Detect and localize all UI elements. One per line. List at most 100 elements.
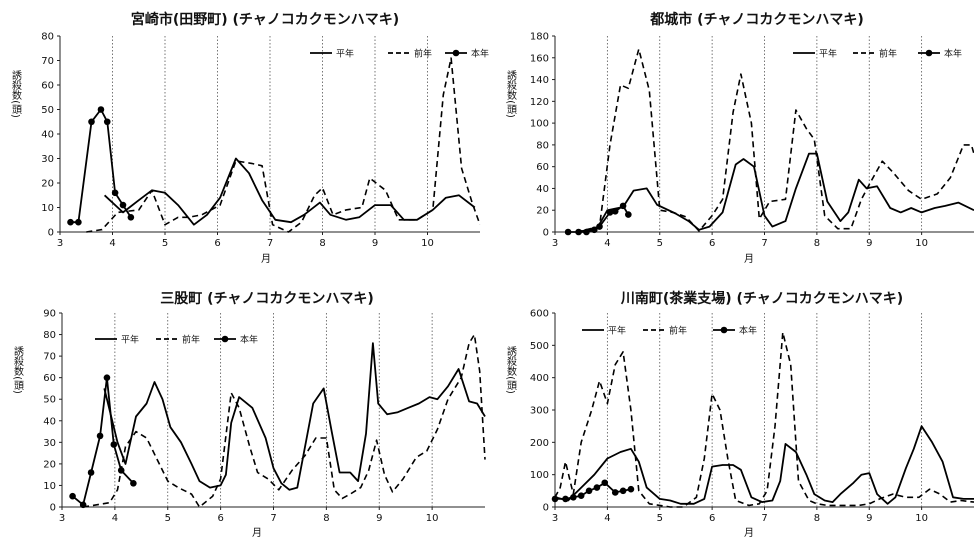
series-point (128, 214, 135, 221)
y-tick-label: 50 (43, 395, 56, 406)
y-tick-label: 300 (530, 406, 549, 417)
y-tick-label: 180 (530, 32, 549, 43)
x-tick-label: 10 (915, 513, 928, 524)
x-tick-label: 7 (267, 238, 273, 249)
series-point (612, 489, 619, 496)
series-point (596, 223, 603, 230)
x-tick-label: 6 (217, 513, 223, 524)
y-tick-label: 10 (41, 203, 54, 214)
y-tick-label: 120 (530, 97, 549, 108)
x-tick-label: 4 (112, 513, 118, 524)
x-tick-label: 8 (323, 513, 329, 524)
y-tick-label: 0 (50, 503, 56, 514)
y-tick-label: 20 (536, 206, 549, 217)
x-tick-label: 7 (761, 513, 767, 524)
x-tick-label: 5 (162, 238, 168, 249)
series-point (97, 433, 104, 440)
y-tick-label: 20 (43, 459, 56, 470)
y-tick-label: 80 (43, 330, 56, 341)
y-tick-label: 500 (530, 341, 549, 352)
x-tick-label: 9 (866, 513, 872, 524)
series-line-0 (105, 159, 475, 225)
series-point (562, 496, 569, 503)
series-point (88, 469, 95, 476)
series-point (583, 229, 590, 236)
legend-label: 本年 (471, 48, 489, 60)
series-point (594, 484, 601, 491)
legend-label: 本年 (240, 334, 258, 346)
series-point (575, 229, 582, 236)
series-point (612, 208, 619, 215)
x-tick-label: 10 (421, 238, 434, 249)
y-tick-label: 0 (543, 228, 549, 239)
y-tick-label: 400 (530, 373, 549, 384)
x-tick-label: 4 (109, 238, 115, 249)
x-tick-label: 6 (214, 238, 220, 249)
y-axis-label: 誘殺数(頭) (10, 69, 22, 118)
y-tick-label: 160 (530, 53, 549, 64)
legend-label: 前年 (879, 48, 897, 60)
y-tick-label: 60 (43, 373, 56, 384)
x-axis-label: 月 (261, 253, 271, 265)
legend-marker (926, 50, 933, 57)
y-tick-label: 70 (41, 56, 54, 67)
x-tick-label: 3 (552, 238, 558, 249)
legend-label: 平年 (336, 48, 354, 60)
series-point (98, 106, 105, 113)
series-line-1 (86, 58, 480, 232)
y-tick-label: 50 (41, 105, 54, 116)
legend-label: 本年 (739, 325, 757, 337)
x-tick-label: 3 (57, 238, 63, 249)
series-point (625, 211, 632, 218)
series-point (601, 479, 608, 486)
y-tick-label: 80 (41, 32, 54, 43)
x-tick-label: 8 (814, 513, 820, 524)
chart-title: 川南町(茶業支場) (チャノコカクモンハマキ) (620, 290, 903, 307)
y-tick-label: 0 (543, 503, 549, 514)
series-point (67, 219, 74, 226)
series-point (80, 502, 87, 509)
chart-panel-0: 宮崎市(田野町) (チャノコカクモンハマキ)010203040506070803… (10, 11, 490, 265)
legend-marker (453, 50, 460, 57)
y-tick-label: 70 (43, 352, 56, 363)
x-axis-label: 月 (252, 527, 262, 539)
y-tick-label: 40 (41, 130, 54, 141)
y-tick-label: 40 (536, 184, 549, 195)
chart-panel-3: 川南町(茶業支場) (チャノコカクモンハマキ)01002003004005006… (505, 290, 974, 539)
x-tick-label: 8 (814, 238, 820, 249)
series-point (75, 219, 82, 226)
y-tick-label: 140 (530, 75, 549, 86)
chart-title: 宮崎市(田野町) (チャノコカクモンハマキ) (131, 11, 399, 28)
y-tick-label: 100 (530, 470, 549, 481)
series-line-0 (104, 343, 485, 490)
series-point (620, 203, 627, 210)
series-point (112, 190, 119, 197)
series-point (130, 480, 137, 487)
chart-panel-2: 三股町 (チャノコカクモンハマキ) 0 10 20 30 40 50 60 70 80 90 3 4 5 6… (12, 291, 486, 539)
y-tick-label: 80 (536, 140, 549, 151)
series-point (570, 494, 577, 501)
y-axis-label: 誘殺数(頭) (505, 69, 517, 118)
series-line-0 (576, 154, 974, 232)
series-point (111, 441, 118, 448)
series-point (565, 229, 572, 236)
legend-label: 平年 (608, 325, 626, 337)
y-tick-label: 40 (43, 416, 56, 427)
x-tick-label: 5 (657, 238, 663, 249)
x-tick-label: 7 (270, 513, 276, 524)
y-tick-label: 100 (530, 119, 549, 130)
series-line-2 (73, 378, 134, 505)
x-tick-label: 10 (915, 238, 928, 249)
legend-label: 平年 (121, 334, 139, 346)
y-axis-label: 誘殺数(頭) (12, 345, 24, 394)
series-point (88, 118, 95, 125)
series-point (628, 486, 635, 493)
series-point (104, 118, 111, 125)
x-tick-label: 10 (426, 513, 439, 524)
y-tick-label: 20 (41, 179, 54, 190)
y-tick-label: 30 (43, 438, 56, 449)
series-point (120, 202, 127, 209)
x-tick-label: 3 (59, 513, 65, 524)
chart-title: 三股町 (チャノコカクモンハマキ) (160, 291, 374, 307)
